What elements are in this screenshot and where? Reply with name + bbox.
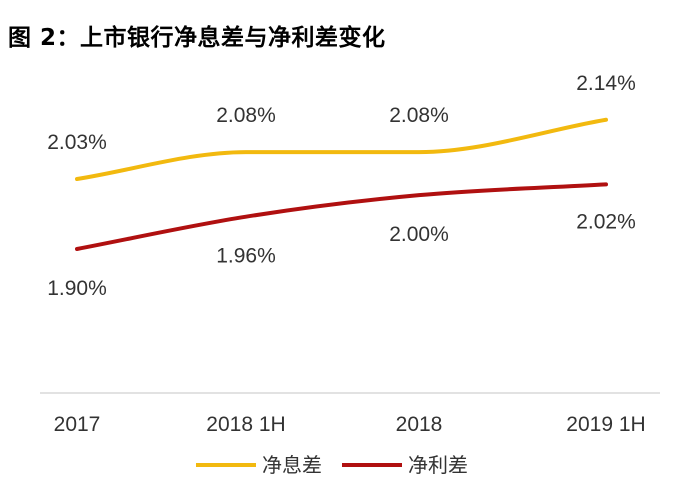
series-line-2 bbox=[75, 182, 608, 251]
data-label-s1-4: 2.14% bbox=[576, 72, 636, 95]
x-tick-label: 2018 bbox=[396, 413, 443, 436]
data-label-s1-1: 2.03% bbox=[47, 131, 107, 154]
data-label-s1-3: 2.08% bbox=[389, 104, 449, 127]
x-tick-label: 2019 1H bbox=[566, 413, 645, 436]
legend-label-1: 净息差 bbox=[262, 453, 322, 477]
data-label-s2-2: 1.96% bbox=[216, 245, 276, 268]
data-label-s1-2: 2.08% bbox=[216, 104, 276, 127]
data-label-s2-3: 2.00% bbox=[389, 223, 449, 246]
x-tick-label: 2018 1H bbox=[206, 413, 285, 436]
chart-title: 图 2：上市银行净息差与净利差变化 bbox=[8, 25, 386, 51]
series-line-1 bbox=[75, 117, 608, 181]
data-label-s2-1: 1.90% bbox=[47, 277, 107, 300]
x-tick-label: 2017 bbox=[54, 413, 101, 436]
legend-label-2: 净利差 bbox=[408, 453, 468, 477]
data-label-s2-4: 2.02% bbox=[576, 210, 636, 233]
